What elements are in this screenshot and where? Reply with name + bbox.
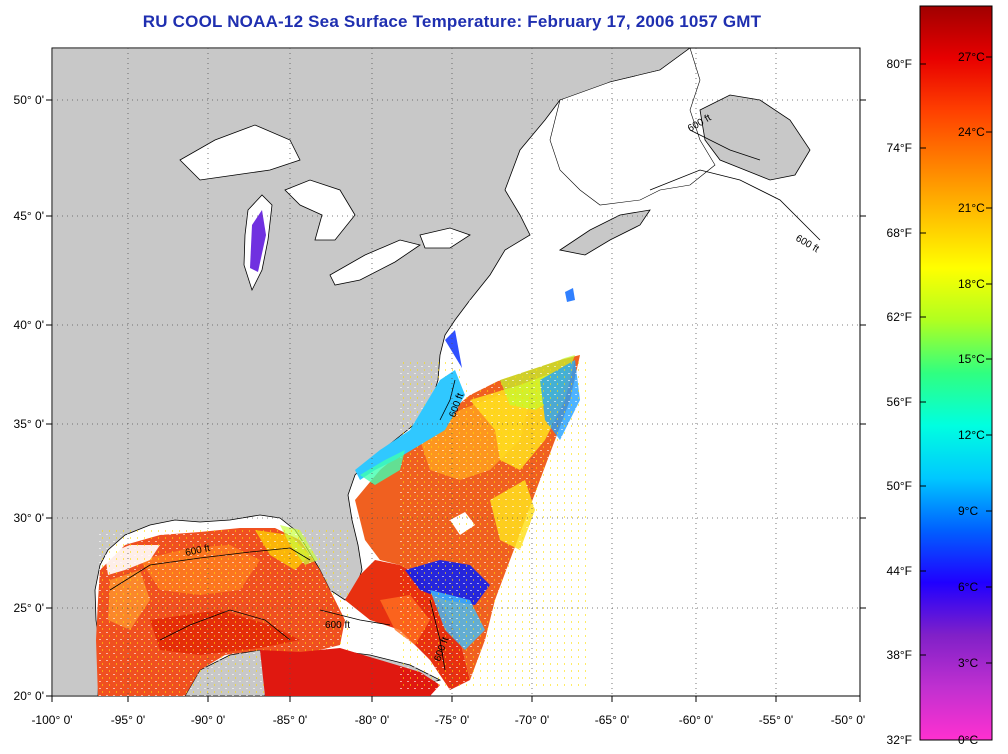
celsius-scale: 27°C 24°C 21°C 18°C 15°C 12°C 9°C 6°C 3°… xyxy=(958,50,985,747)
axis-ticks xyxy=(46,99,866,702)
lon-label: -50° 0' xyxy=(831,713,865,727)
lon-label: -85° 0' xyxy=(273,713,307,727)
sst-lake-michigan xyxy=(250,210,266,272)
land-nova-scotia xyxy=(558,209,651,256)
fahrenheit-label: 56°F xyxy=(887,395,912,409)
celsius-label: 3°C xyxy=(958,656,978,670)
lat-label: 25° 0' xyxy=(14,601,44,615)
celsius-label: 0°C xyxy=(958,733,978,747)
lat-label: 40° 0' xyxy=(14,318,44,332)
lon-label: -70° 0' xyxy=(515,713,549,727)
lat-label: 45° 0' xyxy=(14,209,44,223)
gulf-st-lawrence xyxy=(549,48,716,206)
contour-label: 600 ft xyxy=(184,543,211,559)
sst-gulf-of-maine xyxy=(565,288,575,302)
fahrenheit-label: 32°F xyxy=(887,733,912,747)
graticule xyxy=(52,48,860,696)
land-newfoundland xyxy=(699,94,811,181)
fahrenheit-label: 62°F xyxy=(887,310,912,324)
fahrenheit-label: 68°F xyxy=(887,226,912,240)
lon-label: -75° 0' xyxy=(435,713,469,727)
colorbar-gradient xyxy=(919,5,993,741)
celsius-label: 6°C xyxy=(958,580,978,594)
fahrenheit-label: 38°F xyxy=(887,648,912,662)
lon-label: -60° 0' xyxy=(679,713,713,727)
celsius-label: 24°C xyxy=(958,125,985,139)
sst-coastal-shelf xyxy=(355,300,580,485)
fahrenheit-label: 80°F xyxy=(887,57,912,71)
lat-label: 20° 0' xyxy=(14,689,44,703)
fahrenheit-scale: 80°F 74°F 68°F 62°F 56°F 50°F 44°F 38°F … xyxy=(887,57,912,747)
fahrenheit-label: 50°F xyxy=(887,479,912,493)
celsius-label: 15°C xyxy=(958,352,985,366)
map-title: RU COOL NOAA-12 Sea Surface Temperature:… xyxy=(142,12,762,31)
lon-label: -80° 0' xyxy=(355,713,389,727)
fahrenheit-label: 44°F xyxy=(887,564,912,578)
lat-label: 50° 0' xyxy=(14,93,44,107)
lat-label: 30° 0' xyxy=(14,511,44,525)
celsius-label: 9°C xyxy=(958,504,978,518)
celsius-label: 27°C xyxy=(958,50,985,64)
sst-caribbean xyxy=(260,648,440,696)
longitude-labels: -100° 0' -95° 0' -90° 0' -85° 0' -80° 0'… xyxy=(31,713,865,727)
lon-label: -90° 0' xyxy=(191,713,225,727)
lon-label: -65° 0' xyxy=(595,713,629,727)
lat-label: 35° 0' xyxy=(14,417,44,431)
fahrenheit-label: 74°F xyxy=(887,141,912,155)
lon-label: -100° 0' xyxy=(31,713,72,727)
colorbar-ticks xyxy=(920,56,992,664)
celsius-label: 12°C xyxy=(958,428,985,442)
celsius-label: 18°C xyxy=(958,277,985,291)
contour-label: 600 ft xyxy=(325,620,350,631)
lon-label: -55° 0' xyxy=(759,713,793,727)
celsius-label: 21°C xyxy=(958,201,985,215)
lon-label: -95° 0' xyxy=(111,713,145,727)
bathymetry-contours xyxy=(109,129,821,671)
latitude-labels: 50° 0' 45° 0' 40° 0' 35° 0' 30° 0' 25° 0… xyxy=(14,93,44,703)
